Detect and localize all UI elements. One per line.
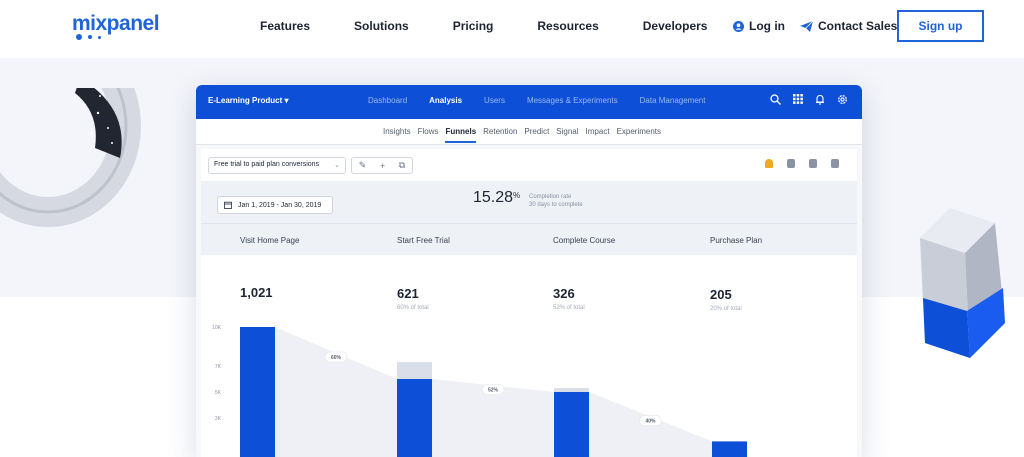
step-count: 326 — [553, 286, 575, 301]
bar-dropoff — [554, 388, 589, 392]
y-tick-label: 5K — [215, 390, 222, 396]
chevron-down-icon: ▾ — [284, 96, 289, 105]
document-icon[interactable] — [809, 159, 817, 168]
decorative-ring-image — [0, 88, 141, 227]
step-count: 205 — [710, 287, 732, 302]
report-actions — [765, 159, 839, 168]
decorative-cube-image — [920, 208, 1005, 358]
subnav-retention[interactable]: Retention — [483, 127, 518, 136]
step-percent: 52% of total — [553, 305, 585, 311]
step-percent: 20% of total — [710, 306, 742, 312]
chevron-down-icon: ⌄ — [334, 162, 340, 169]
trash-icon[interactable] — [787, 159, 795, 168]
app-header: E-Learning Product ▾ Dashboard Analysis … — [196, 85, 862, 119]
funnel-summary: Jan 1, 2019 - Jan 30, 2019 15.28% Comple… — [201, 181, 857, 223]
step-name: Visit Home Page — [240, 236, 300, 245]
logo-dots — [76, 34, 101, 40]
login-link[interactable]: Log in — [733, 19, 785, 33]
alert-icon[interactable] — [765, 159, 773, 168]
y-tick-label: 7K — [215, 364, 222, 370]
plus-icon[interactable]: + — [379, 160, 386, 171]
bar — [554, 392, 589, 457]
bar — [712, 441, 747, 457]
subnav-impact[interactable]: Impact — [585, 127, 610, 136]
analysis-subnav: Insights Flows Funnels Retention Predict… — [196, 119, 862, 145]
calendar-icon — [224, 201, 232, 209]
mixpanel-logo[interactable]: mixpanel — [72, 12, 160, 40]
gear-icon[interactable] — [837, 94, 848, 105]
date-range-label: Jan 1, 2019 - Jan 30, 2019 — [238, 201, 322, 209]
app-screenshot: E-Learning Product ▾ Dashboard Analysis … — [196, 85, 862, 457]
conversion-badge — [324, 351, 348, 363]
conversion-label: 40% — [645, 419, 656, 425]
site-header: mixpanel Features Solutions Pricing Reso… — [0, 0, 1024, 58]
subnav-insights[interactable]: Insights — [383, 127, 411, 136]
nav-link-solutions[interactable]: Solutions — [354, 19, 409, 33]
step-name: Complete Course — [553, 236, 616, 245]
completion-label: Completion rate — [529, 194, 572, 200]
login-label: Log in — [749, 19, 785, 33]
conversion-label: 60% — [331, 355, 342, 361]
funnel-select-value: Free trial to paid plan conversions — [214, 161, 320, 168]
conversion-badge — [639, 415, 662, 426]
nav-link-features[interactable]: Features — [260, 19, 311, 33]
date-range-picker[interactable]: Jan 1, 2019 - Jan 30, 2019 — [217, 196, 333, 214]
bar — [397, 379, 432, 457]
completion-window: 30 days to complete — [529, 202, 583, 208]
completion-rate-value: 15.28 — [473, 189, 514, 206]
nav-link-developers[interactable]: Developers — [642, 19, 708, 33]
tab-messages-experiments[interactable]: Messages & Experiments — [526, 96, 618, 105]
pencil-icon[interactable]: ✎ — [358, 160, 367, 170]
completion-rate: 15.28% — [473, 189, 520, 207]
conversion-label: 52% — [488, 388, 499, 394]
project-name: E-Learning Product — [208, 96, 283, 105]
send-icon — [800, 20, 813, 32]
subnav-experiments[interactable]: Experiments — [616, 127, 662, 136]
tab-data-management[interactable]: Data Management — [639, 96, 706, 105]
completion-rate-caption: Completion rate 30 days to complete — [529, 193, 583, 209]
step-name: Start Free Trial — [397, 236, 450, 245]
project-selector[interactable]: E-Learning Product ▾ — [208, 96, 288, 105]
step-percent: 60% of total — [397, 305, 429, 311]
bar-dropoff — [397, 362, 432, 379]
tab-dashboard[interactable]: Dashboard — [368, 96, 408, 105]
tab-users[interactable]: Users — [484, 96, 505, 105]
y-tick-label: 3K — [215, 416, 222, 422]
copy-icon[interactable]: ⧉ — [398, 160, 406, 170]
tab-analysis[interactable]: Analysis — [429, 96, 463, 105]
step-count: 1,021 — [240, 285, 273, 300]
nav-link-pricing[interactable]: Pricing — [452, 19, 494, 33]
funnel-toolbar: Free trial to paid plan conversions ⌄ ✎ … — [201, 149, 857, 181]
edit-tools: ✎ + ⧉ — [351, 157, 413, 174]
subnav-flows[interactable]: Flows — [417, 127, 439, 136]
nav-links: Features Solutions Pricing Resources Dev… — [260, 19, 751, 33]
nav-link-resources[interactable]: Resources — [537, 19, 599, 33]
user-icon — [733, 20, 744, 32]
dropoff-area — [275, 327, 747, 457]
y-tick-label: 10K — [212, 325, 222, 331]
subnav-signal[interactable]: Signal — [556, 127, 579, 136]
funnel-bar-chart: 10K 7K 5K 3K 60% 52% 40% — [212, 325, 747, 457]
completion-rate-unit: % — [513, 191, 521, 200]
conversion-badge — [481, 384, 505, 395]
search-icon[interactable] — [770, 94, 781, 105]
contact-sales-link[interactable]: Contact Sales — [800, 19, 897, 33]
step-count: 621 — [397, 286, 419, 301]
header-icons — [770, 94, 848, 105]
bell-icon[interactable] — [815, 94, 825, 105]
funnel-chart: 1,021 621 60% of total 326 52% of total … — [201, 255, 857, 457]
subnav-funnels[interactable]: Funnels — [445, 127, 477, 143]
bar — [240, 327, 275, 457]
step-name: Purchase Plan — [710, 236, 763, 245]
app-tabs: Dashboard Analysis Users Messages & Expe… — [368, 96, 727, 105]
contact-label: Contact Sales — [818, 19, 898, 33]
grid-icon[interactable] — [793, 94, 803, 104]
save-icon[interactable] — [831, 159, 839, 168]
subnav-predict[interactable]: Predict — [524, 127, 550, 136]
logo-text: mixpanel — [72, 12, 160, 35]
funnel-select[interactable]: Free trial to paid plan conversions ⌄ — [208, 157, 346, 174]
signup-button[interactable]: Sign up — [897, 10, 984, 42]
funnel-step-headers: Visit Home Page Start Free Trial Complet… — [201, 223, 857, 255]
